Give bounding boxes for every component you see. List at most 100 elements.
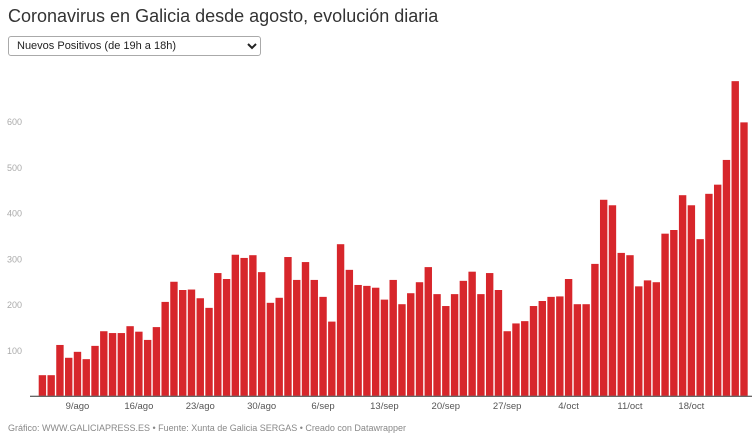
bar (556, 296, 564, 396)
bar (415, 282, 424, 396)
bar (345, 269, 354, 396)
y-tick-label: 300 (7, 254, 22, 264)
y-tick-label: 600 (7, 117, 22, 127)
bar (126, 326, 134, 396)
metric-select[interactable]: Nuevos Positivos (de 19h a 18h) (8, 36, 261, 56)
bar (380, 299, 389, 396)
bar (240, 257, 248, 396)
bar (91, 345, 99, 396)
bar (450, 294, 459, 396)
bar (389, 279, 397, 396)
bar (459, 280, 468, 396)
x-tick-label: 11/oct (617, 401, 643, 412)
bar (371, 287, 380, 396)
bar (249, 255, 257, 396)
bar (38, 375, 47, 396)
bar (731, 81, 739, 396)
y-tick-label: 400 (7, 209, 22, 219)
bar (521, 321, 529, 396)
bar (652, 282, 660, 396)
bar (170, 281, 178, 396)
bar (179, 290, 187, 396)
x-tick-label: 6/sep (311, 401, 334, 412)
bar (643, 280, 652, 396)
bar (108, 333, 117, 396)
bar (231, 254, 240, 396)
x-tick-label: 30/ago (247, 401, 276, 412)
bar (678, 195, 687, 396)
x-tick-label: 9/ago (66, 401, 90, 412)
bar (354, 284, 362, 396)
bar (740, 122, 748, 396)
bar (336, 244, 345, 396)
bar (56, 344, 64, 396)
x-tick-label: 18/oct (678, 401, 704, 412)
bar (608, 205, 617, 396)
bar (635, 286, 643, 396)
bar (573, 304, 582, 396)
bar (100, 331, 108, 396)
bar (477, 294, 485, 396)
bar (310, 279, 318, 396)
bar (503, 331, 511, 396)
bar (117, 333, 126, 396)
y-tick-label: 100 (7, 346, 22, 356)
bar (599, 199, 608, 396)
bar (266, 302, 275, 396)
bar (293, 279, 301, 396)
y-tick-label: 500 (7, 163, 22, 173)
bar (512, 323, 520, 396)
bar (275, 297, 283, 396)
bar (328, 321, 336, 396)
bar (135, 331, 143, 396)
bar (284, 257, 292, 396)
bar (442, 306, 450, 396)
bar (205, 307, 213, 396)
bar (363, 285, 371, 396)
bar (670, 230, 678, 396)
bar (143, 339, 152, 396)
bar (626, 255, 634, 396)
x-tick-label: 27/sep (493, 401, 522, 412)
bar (564, 279, 573, 396)
bar (152, 327, 161, 396)
bar (494, 290, 503, 396)
bar (661, 233, 669, 396)
bar (301, 262, 310, 396)
x-tick-label: 16/ago (124, 401, 153, 412)
bar (705, 193, 713, 396)
bar (407, 293, 415, 396)
bar (468, 271, 476, 396)
bar (591, 263, 599, 396)
bar (433, 294, 441, 396)
bar (65, 357, 73, 396)
bar (161, 301, 169, 396)
bar (687, 205, 696, 396)
bar (547, 296, 555, 396)
x-tick-label: 23/ago (186, 401, 215, 412)
bar (82, 359, 90, 396)
bar (398, 304, 406, 396)
bar-chart: 100 200 300 400 500 600 9/ago 16/ago 23/ago 30/ag… (7, 81, 752, 412)
bar (485, 273, 494, 396)
bar (713, 184, 722, 396)
bar (696, 239, 704, 396)
bar (47, 375, 55, 396)
bar (196, 298, 204, 396)
bar (73, 351, 82, 396)
bar (257, 272, 266, 396)
bar (722, 159, 731, 396)
x-tick-label: 13/sep (370, 401, 399, 412)
bar (617, 252, 625, 396)
bar (187, 289, 196, 396)
bar (424, 267, 432, 396)
bar (582, 304, 590, 396)
bar (538, 300, 546, 396)
bar (319, 296, 327, 396)
bar (529, 306, 538, 396)
x-tick-label: 4/oct (558, 401, 579, 412)
footer-credits: Gráfico: WWW.GALICIAPRESS.ES • Fuente: X… (8, 423, 406, 433)
y-tick-label: 200 (7, 300, 22, 310)
chart-title: Coronavirus en Galicia desde agosto, evo… (8, 6, 439, 26)
x-tick-label: 20/sep (432, 401, 461, 412)
